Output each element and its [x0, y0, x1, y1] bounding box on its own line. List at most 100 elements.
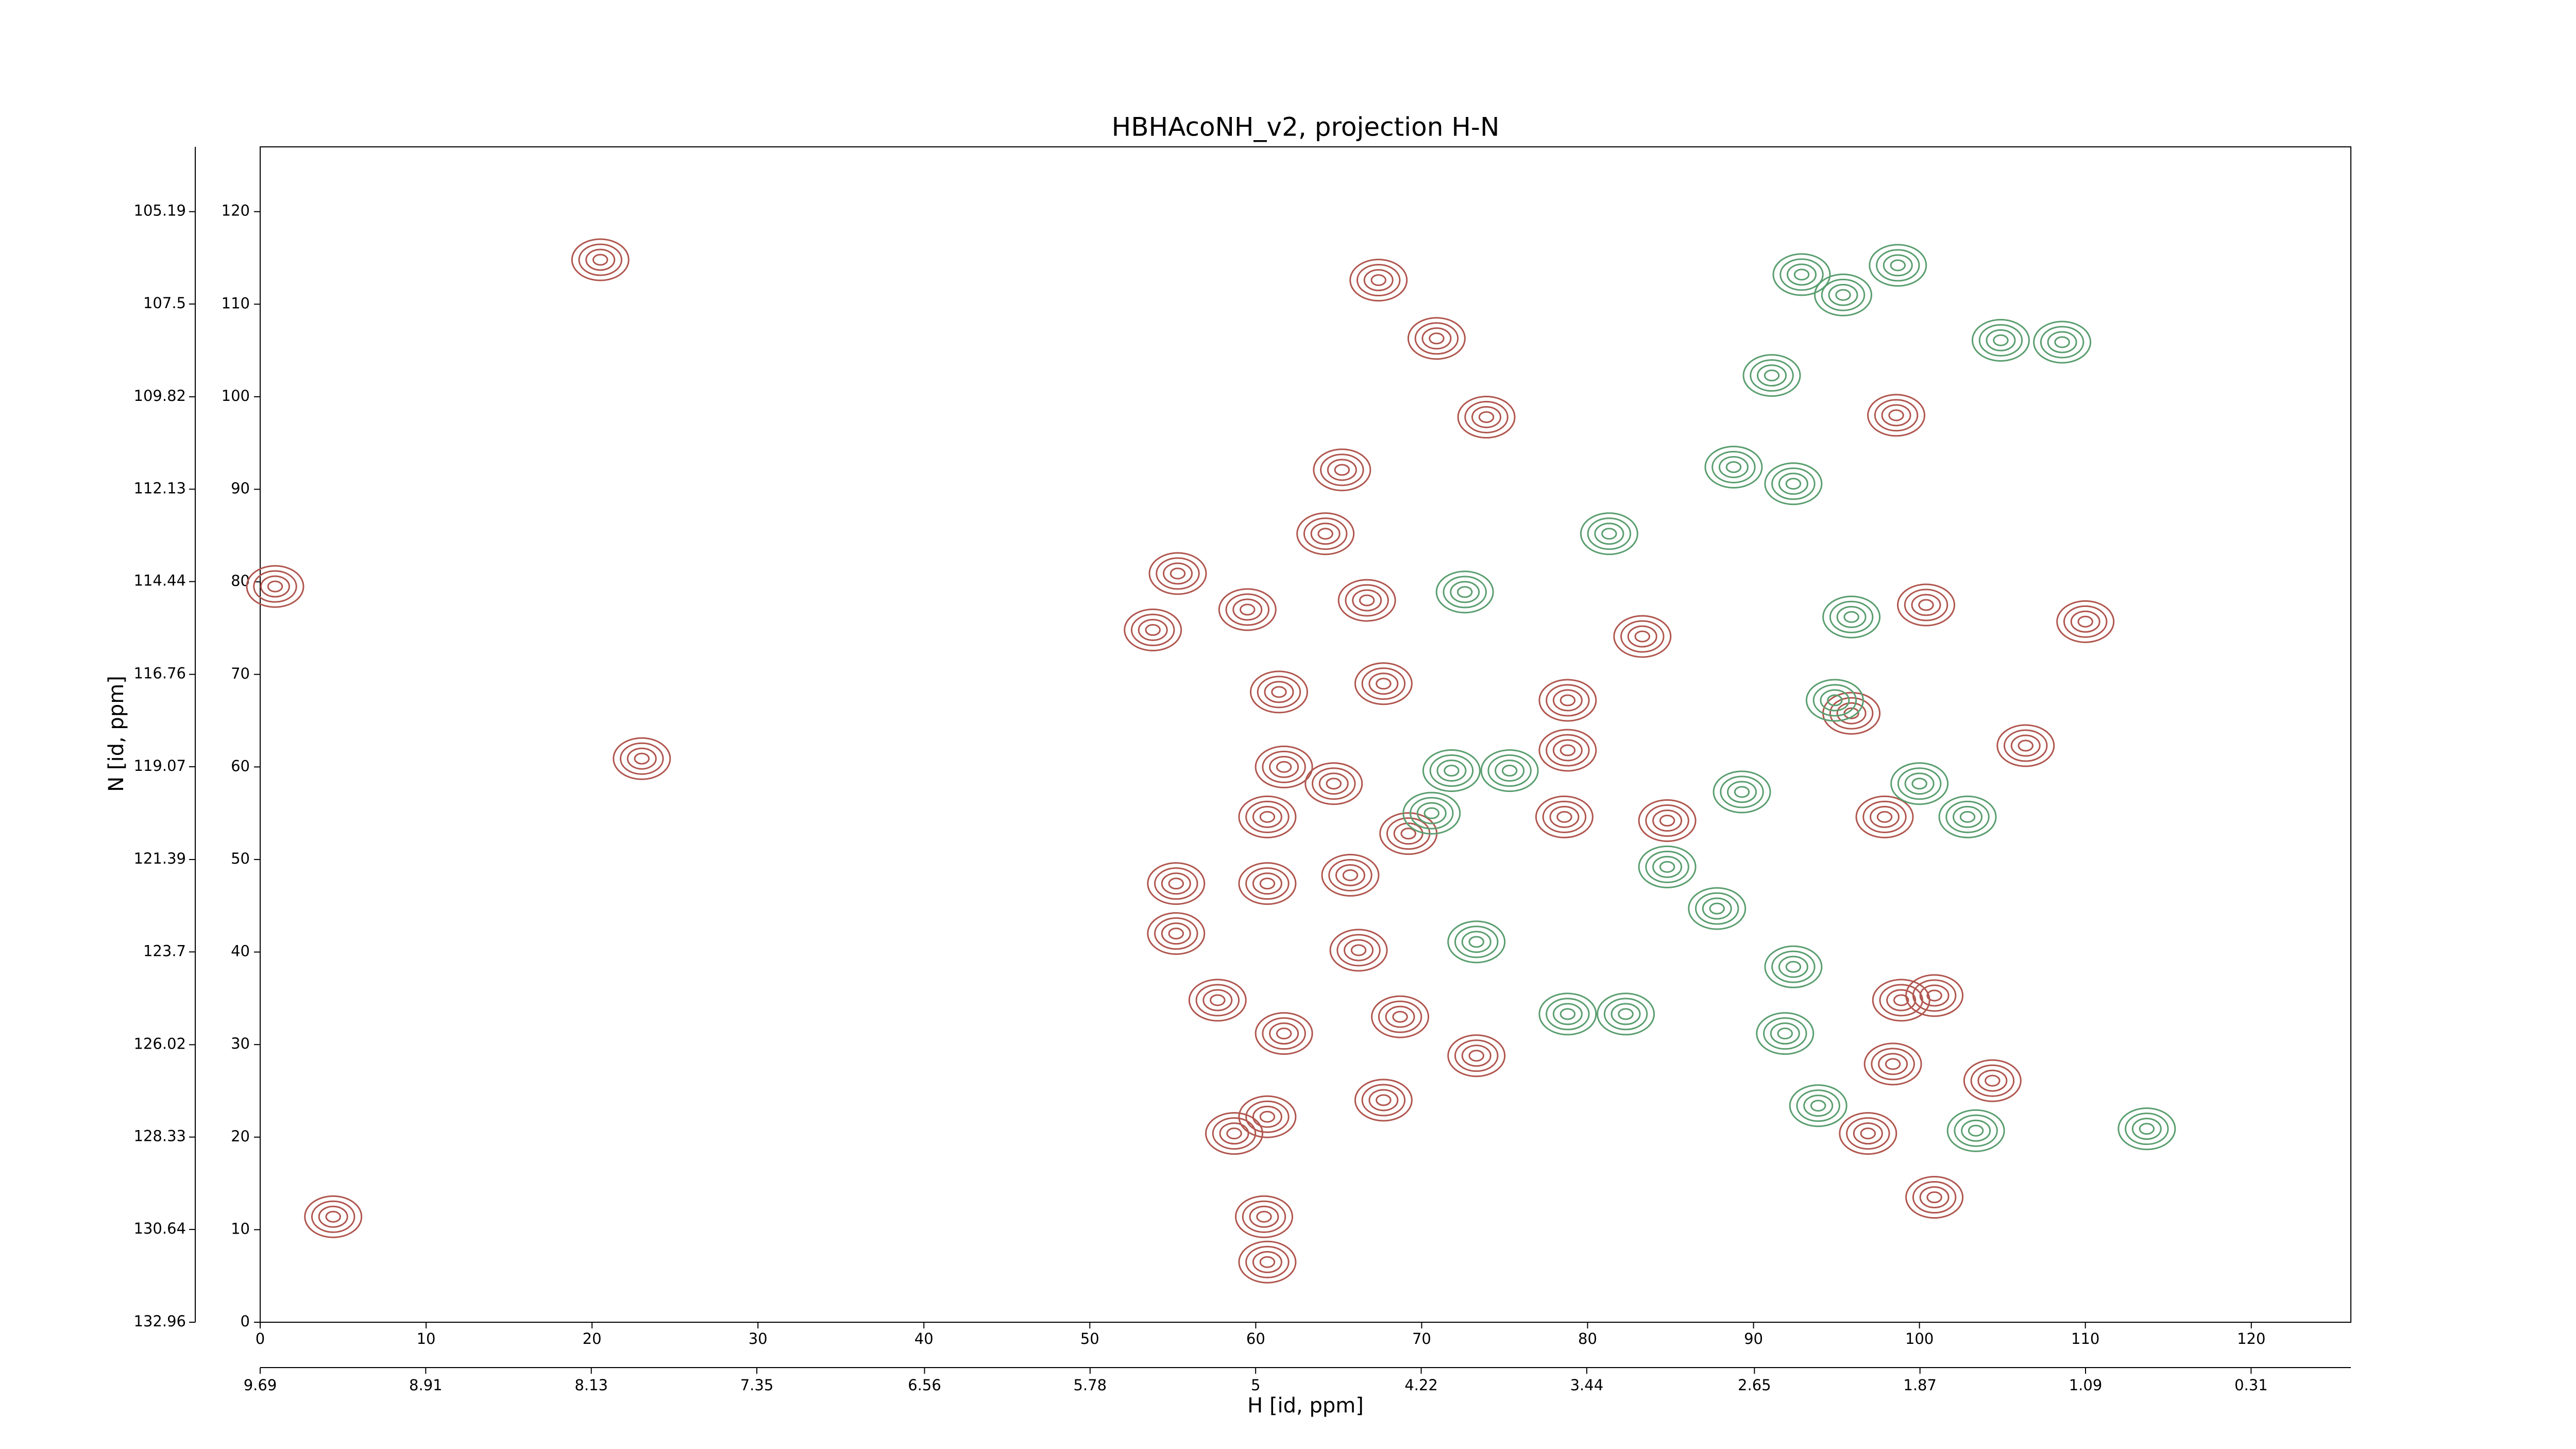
contour-peak — [1147, 912, 1206, 955]
contour-peak — [1704, 445, 1763, 488]
x2-tick-label: 5 — [1251, 1376, 1260, 1394]
contour-peak — [1905, 974, 1964, 1017]
contour-peak — [1580, 512, 1638, 555]
x-tick-label: 40 — [914, 1330, 934, 1347]
contour-peak — [1638, 799, 1697, 843]
contour-peak — [1354, 662, 1413, 705]
contour-peak — [1863, 1042, 1922, 1086]
contour-peak — [1480, 749, 1539, 793]
x-tick-label: 90 — [1744, 1330, 1763, 1347]
contour-peak — [1597, 992, 1655, 1036]
contour-peak — [1238, 862, 1297, 905]
contour-peak — [1946, 1109, 2005, 1152]
y2-tick-label: 116.76 — [134, 665, 186, 682]
y2-tick-label: 126.02 — [134, 1035, 186, 1052]
contour-peak — [1238, 1240, 1297, 1284]
contour-peak — [1938, 795, 1997, 838]
x2-tick-label: 3.44 — [1570, 1376, 1604, 1394]
contour-peak — [1538, 992, 1597, 1036]
contour-peak — [2056, 600, 2115, 643]
x-tick-label: 120 — [2237, 1330, 2265, 1347]
y-tick-label: 100 — [222, 387, 250, 405]
y2-tick-label: 112.13 — [134, 479, 186, 497]
contour-peak — [1869, 244, 1927, 287]
contour-peak — [2117, 1107, 2176, 1151]
y-tick-label: 120 — [222, 202, 250, 220]
contour-peak — [2033, 321, 2092, 364]
x-axis-label: H [id, ppm] — [1247, 1394, 1364, 1418]
contour-peak — [613, 737, 671, 780]
contour-peak — [1407, 317, 1466, 360]
contour-peak — [1337, 579, 1396, 622]
contour-peak — [1789, 1084, 1848, 1127]
contour-peak — [1188, 979, 1247, 1022]
x2-tick-label: 8.91 — [409, 1376, 443, 1394]
x-tick-label: 50 — [1080, 1330, 1099, 1347]
x2-tick-label: 4.22 — [1404, 1376, 1438, 1394]
contour-peak — [1613, 615, 1672, 658]
x2-tick-label: 2.65 — [1738, 1376, 1771, 1394]
contour-peak — [1764, 945, 1823, 988]
contour-peak — [1238, 795, 1297, 838]
y2-tick-label: 128.33 — [134, 1127, 186, 1145]
contour-peak — [1205, 1112, 1264, 1155]
x-tick-label: 80 — [1578, 1330, 1597, 1347]
contour-peak — [1538, 679, 1597, 722]
contour-peak — [1855, 795, 1914, 838]
y2-tick-label: 107.5 — [143, 294, 186, 312]
x-tick-label: 20 — [583, 1330, 602, 1347]
contour-peak — [1772, 253, 1831, 296]
contour-peak — [304, 1195, 363, 1238]
x-tick-label: 10 — [417, 1330, 436, 1347]
contour-peak — [1905, 1176, 1964, 1219]
contour-peak — [1447, 920, 1506, 964]
contour-peak — [1764, 462, 1823, 506]
y2-tick-label: 119.07 — [134, 757, 186, 774]
x-tick-label: 70 — [1412, 1330, 1431, 1347]
contour-peak — [571, 238, 630, 281]
x2-tick-label: 9.69 — [244, 1376, 277, 1394]
contour-peak — [1147, 862, 1206, 905]
contour-peak — [1535, 795, 1594, 838]
contour-peak — [1457, 395, 1516, 439]
contour-peak — [1971, 318, 2030, 362]
y-tick-label: 110 — [222, 294, 250, 312]
x2-tick-label: 8.13 — [574, 1376, 608, 1394]
y2-tick-label: 109.82 — [134, 387, 186, 405]
x2-tick-label: 1.87 — [1903, 1376, 1937, 1394]
contour-peak — [1996, 724, 2055, 767]
contour-peak — [1321, 854, 1380, 897]
contour-peak — [1638, 845, 1697, 888]
contour-peak — [1742, 354, 1801, 397]
contour-peak — [246, 565, 304, 608]
y2-tick-label: 105.19 — [134, 202, 186, 220]
contour-peak — [1304, 762, 1363, 805]
x-tick-label: 110 — [2071, 1330, 2099, 1347]
contour-peak — [1371, 995, 1430, 1038]
x2-tick-label: 1.09 — [2069, 1376, 2103, 1394]
y2-tick-label: 130.64 — [134, 1220, 186, 1237]
contour-peak — [1422, 749, 1481, 793]
contour-peak — [1354, 1079, 1413, 1122]
y2-tick-label: 132.96 — [134, 1312, 186, 1330]
contour-peak — [1349, 259, 1408, 302]
x-tick-label: 60 — [1246, 1330, 1265, 1347]
contour-peak — [1756, 1012, 1815, 1055]
contour-peak — [1249, 670, 1308, 714]
x-tick-label: 100 — [1905, 1330, 1934, 1347]
y-tick-label: 70 — [231, 665, 250, 682]
chart-title: HBHAcoNH_v2, projection H-N — [1112, 112, 1500, 142]
contour-peak — [1238, 1095, 1297, 1138]
contour-peak — [1329, 929, 1388, 972]
y2-tick-label: 123.7 — [143, 942, 186, 959]
y-axis-label: N [id, ppm] — [105, 676, 128, 792]
contour-peak — [1822, 595, 1881, 638]
contour-peak — [1713, 770, 1771, 814]
contour-peak — [1148, 552, 1207, 595]
y2-tick-label: 121.39 — [134, 850, 186, 867]
y-tick-label: 30 — [231, 1035, 250, 1052]
contour-peak — [1435, 570, 1494, 614]
contour-peak — [1822, 692, 1881, 735]
y-tick-label: 0 — [241, 1312, 250, 1330]
